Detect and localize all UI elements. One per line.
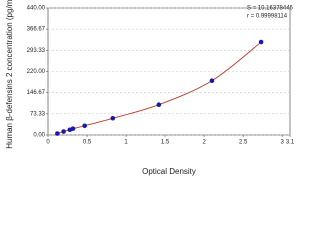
x-tick-label: 1 [124,140,128,146]
x-axis-title: Optical Density [142,167,196,176]
x-tick-label: 3 [281,140,285,146]
data-point [61,129,66,134]
data-point [209,78,215,84]
x-tick-label: 0.5 [83,140,92,146]
x-tick-label: 3.1 [286,140,295,146]
x-tick-label: 0 [46,140,50,146]
annotation: r = 0.99998114 [247,14,288,20]
y-axis-title: Human β-defensins 2 concentration (pg/ml… [5,0,14,149]
annotation: S = 10.16378446 [247,6,294,12]
data-point [82,123,87,129]
data-point [55,131,60,136]
data-point [70,126,76,131]
data-point [258,39,264,45]
y-tick-label: 146.67 [27,90,46,96]
y-tick-label: 440.00 [27,6,46,12]
y-tick-label: 220.00 [27,69,46,75]
y-tick-label: 293.33 [27,48,46,54]
data-point [110,115,116,121]
y-tick-label: 366.67 [27,27,46,33]
x-tick-label: 2 [202,140,206,146]
data-point [156,102,162,107]
y-tick-label: 73.33 [30,111,46,117]
y-tick-label: 0.00 [33,133,45,139]
x-tick-label: 2.5 [239,140,248,146]
x-tick-label: 1.5 [161,140,170,146]
chart: Optical Density Human β-defensins 2 conc… [5,0,295,176]
